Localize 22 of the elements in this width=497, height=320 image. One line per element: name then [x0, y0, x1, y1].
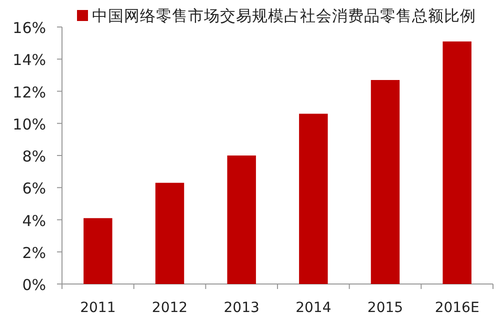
bar: [442, 41, 472, 284]
x-tick-label: 2012: [152, 300, 188, 316]
bar: [370, 80, 400, 284]
x-tick-label: 2015: [367, 300, 404, 316]
y-tick-label: 4%: [22, 212, 46, 230]
y-tick-label: 2%: [22, 244, 46, 262]
x-tick-label: 2016E: [434, 300, 480, 316]
y-tick-label: 12%: [12, 83, 46, 102]
bar: [155, 182, 184, 284]
bar: [299, 114, 328, 284]
y-tick-label: 14%: [12, 51, 46, 70]
y-tick-label: 0%: [22, 276, 46, 294]
legend-label: 中国网络零售市场交易规模占社会消费品零售总额比例: [92, 7, 476, 25]
y-tick-label: 16%: [12, 19, 46, 37]
bar: [227, 156, 256, 284]
y-tick-label: 10%: [12, 115, 46, 134]
y-tick-label: 8%: [22, 148, 46, 166]
x-tick-label: 2014: [296, 300, 332, 316]
x-tick-label: 2011: [80, 300, 116, 316]
bar: [84, 218, 112, 284]
x-tick-label: 2013: [224, 300, 260, 316]
y-tick-label: 6%: [22, 180, 46, 198]
